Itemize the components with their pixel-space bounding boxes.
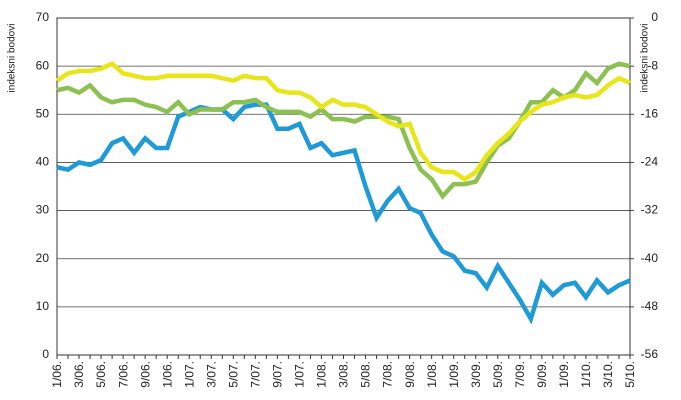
y-tick-label: 70 xyxy=(36,10,50,24)
y-tick-label: 30 xyxy=(36,203,50,217)
y2-tick-label: -40 xyxy=(641,251,659,265)
y-axis-label: indeksni bodovi xyxy=(7,24,18,93)
y2-axis-label: indeksni bodovi xyxy=(640,24,651,93)
series-line xyxy=(56,61,631,200)
x-tick-label: 1/06. xyxy=(160,361,174,388)
y-tick-label: 10 xyxy=(36,299,50,313)
y2-tick-label: -24 xyxy=(641,155,659,169)
y-tick-label: 20 xyxy=(36,251,50,265)
x-tick-label: 1/08. xyxy=(315,361,329,388)
y-tick-label: 40 xyxy=(36,155,50,169)
x-tick-label: 5/06. xyxy=(94,361,108,388)
x-tick-label: 1/09. xyxy=(557,361,571,388)
x-tick-label: 9/09. xyxy=(535,361,549,388)
x-tick-label: 3/09. xyxy=(469,361,483,388)
series-line xyxy=(55,61,631,182)
y2-tick-label: -56 xyxy=(641,347,659,361)
y2-tick-label: -32 xyxy=(641,203,659,217)
x-tick-label: 1/09. xyxy=(447,361,461,388)
x-tick-label: 1/08. xyxy=(425,361,439,388)
x-tick-label: 9/07. xyxy=(271,361,285,388)
x-tick-label: 3/08. xyxy=(337,361,351,388)
x-tick-label: 3/07. xyxy=(204,361,218,388)
y-tick-label: 0 xyxy=(42,347,49,361)
x-tick-label: 5/08. xyxy=(359,361,373,388)
x-tick-label: 3/06. xyxy=(72,361,86,388)
x-tick-label: 7/07. xyxy=(249,361,263,388)
x-tick-label: 1/07. xyxy=(182,361,196,388)
y-tick-label: 60 xyxy=(36,58,50,72)
x-tick-label: 5/07. xyxy=(226,361,240,388)
x-tick-label: 7/08. xyxy=(381,361,395,388)
x-tick-label: 1/06. xyxy=(50,361,64,388)
y2-tick-label: 0 xyxy=(651,10,658,24)
x-tick-label: 5/09. xyxy=(491,361,505,388)
x-tick-label: 7/09. xyxy=(513,361,527,388)
x-tick-label: 1/10. xyxy=(579,361,593,388)
y-tick-label: 50 xyxy=(36,106,50,120)
x-tick-label: 1/07. xyxy=(293,361,307,388)
x-tick-label: 9/06. xyxy=(138,361,152,388)
x-tick-label: 7/06. xyxy=(116,361,130,388)
y2-tick-label: -16 xyxy=(641,106,659,120)
plot-frame xyxy=(56,17,631,356)
y2-tick-label: -8 xyxy=(647,58,658,72)
series-line xyxy=(56,102,631,325)
y2-tick-label: -48 xyxy=(641,299,659,313)
x-tick-label: 5/10. xyxy=(623,361,637,388)
x-tick-label: 9/08. xyxy=(403,361,417,388)
x-tick-label: 3/10. xyxy=(601,361,615,388)
